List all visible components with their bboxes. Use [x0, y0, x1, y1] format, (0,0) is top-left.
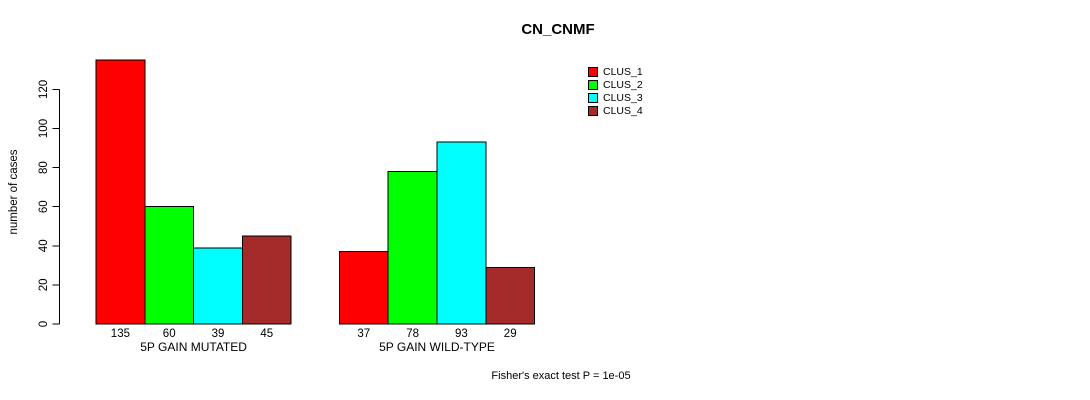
- bar-value-label: 60: [163, 328, 176, 340]
- group-label: 5P GAIN MUTATED: [140, 340, 247, 354]
- y-axis-tick-label: 20: [38, 279, 50, 292]
- y-axis-tick-label: 60: [38, 200, 50, 213]
- legend-entry: CLUS_3: [588, 92, 643, 105]
- legend-swatch: [588, 80, 598, 91]
- bar-clus_2: [387, 171, 438, 325]
- bar-clus_3: [193, 247, 243, 325]
- legend-entry: CLUS_4: [588, 104, 643, 117]
- chart-title: CN_CNMF: [521, 21, 595, 38]
- legend-entry: CLUS_1: [588, 66, 643, 79]
- legend: CLUS_1 CLUS_2 CLUS_3 CLUS_4: [588, 66, 643, 117]
- bar-value-label: 29: [504, 328, 517, 340]
- legend-label: CLUS_4: [603, 104, 643, 117]
- bar-value-label: 135: [111, 328, 130, 340]
- legend-swatch: [588, 92, 598, 103]
- legend-entry: CLUS_2: [588, 79, 643, 92]
- legend-swatch: [588, 105, 598, 116]
- legend-label: CLUS_1: [603, 66, 643, 79]
- bar-clus_2: [144, 206, 195, 325]
- group-label: 5P GAIN WILD-TYPE: [379, 340, 495, 354]
- y-axis-tick-label: 40: [38, 239, 50, 252]
- bar-clus_4: [485, 266, 536, 325]
- bar-value-label: 39: [212, 328, 225, 340]
- bar-clus_1: [338, 251, 389, 325]
- legend-label: CLUS_3: [603, 91, 643, 104]
- bar-value-label: 37: [357, 328, 370, 340]
- bar-clus_1: [95, 59, 146, 325]
- y-axis-tick-label: 0: [38, 321, 50, 327]
- y-axis-tick-label: 120: [38, 80, 50, 99]
- y-axis-tick-label: 100: [38, 119, 50, 138]
- bar-value-label: 45: [260, 328, 273, 340]
- bar-value-label: 78: [406, 328, 419, 340]
- annotation-text: Fisher's exact test P = 1e-05: [491, 370, 631, 382]
- legend-label: CLUS_2: [603, 79, 643, 92]
- y-axis-tick-label: 80: [38, 161, 50, 174]
- bar-clus_3: [436, 141, 487, 325]
- bar-value-label: 93: [455, 328, 468, 340]
- bar-clus_4: [241, 235, 292, 325]
- legend-swatch: [588, 67, 598, 78]
